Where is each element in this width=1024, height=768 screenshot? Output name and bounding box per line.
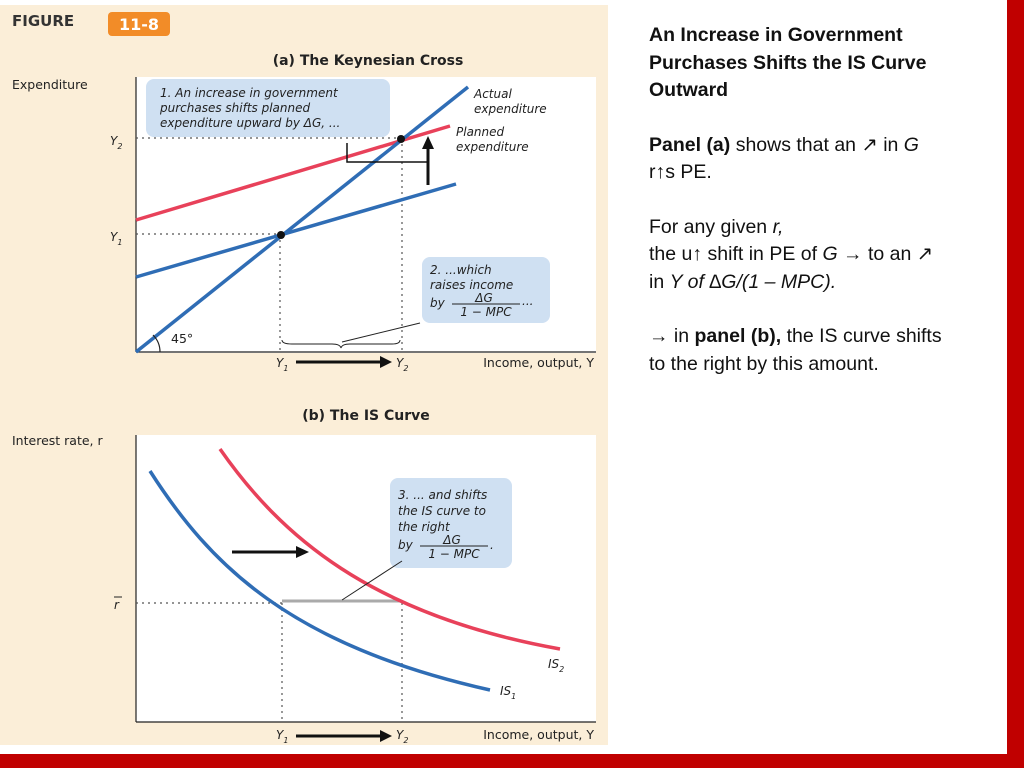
is2-label: IS2 xyxy=(548,657,564,674)
p1-rest: shows that an ↗ in xyxy=(730,133,904,156)
panel-a-x-tick-y2: Y2 xyxy=(396,356,408,373)
actual-label-line2: expenditure xyxy=(474,102,547,116)
equilibrium-point-2 xyxy=(397,135,405,143)
angle-arc xyxy=(152,334,161,353)
planned-label-line2: expenditure xyxy=(456,140,529,154)
paragraph-1: Panel (a) shows that an ↗ in G r↑s PE. xyxy=(649,132,999,187)
panel-a-x-axis-label: Income, output, Y xyxy=(483,355,594,370)
is2-curve xyxy=(218,447,561,651)
r-tick-label: r xyxy=(114,598,120,612)
angle-label: 45° xyxy=(171,331,193,346)
p2-line3b: Y of ∆G/(1 – MPC). xyxy=(669,270,837,293)
is1-curve xyxy=(148,470,491,692)
p2-line2b: → to an ↗ xyxy=(837,243,934,265)
actual-label-line1: Actual xyxy=(473,87,512,101)
y1-tick-label: Y1 xyxy=(110,230,122,247)
planned-label-line1: Planned xyxy=(456,125,505,139)
note-2-ellipsis: ... xyxy=(522,294,533,308)
note-2-denominator: 1 − MPC xyxy=(460,305,512,319)
note-3-denominator: 1 − MPC xyxy=(428,547,480,561)
note-3-line1: 3. ... and shifts xyxy=(398,488,487,502)
actual-expenditure-line xyxy=(134,85,470,354)
panel-a-x-tick-y1: Y1 xyxy=(276,356,288,373)
y2-tick-label: Y2 xyxy=(110,134,122,151)
p3-b: the IS curve shifts xyxy=(781,325,942,347)
planned-expenditure-old-line xyxy=(135,182,457,279)
p1-g: G xyxy=(903,133,919,156)
panel-b-x-tick-y2: Y2 xyxy=(396,728,408,745)
figure-number-badge xyxy=(108,12,170,36)
note-3-period: . xyxy=(490,538,494,552)
explanation-text: An Increase in Government Purchases Shif… xyxy=(649,22,999,378)
note-2-box xyxy=(422,257,550,323)
paragraph-2: For any given r, the u↑ shift in PE of G… xyxy=(649,214,999,297)
panel-b-title: (b) The IS Curve xyxy=(302,408,430,424)
slide-background: FIGURE 11-8 (a) The Keynesian Cross Expe… xyxy=(0,0,1007,754)
note-2-by: by xyxy=(430,296,446,310)
panel-a-title: (a) The Keynesian Cross xyxy=(273,53,464,69)
panel-a-ref: Panel (a) xyxy=(649,133,731,156)
is-shift-arrowhead xyxy=(296,546,309,558)
note-2-line2: raises income xyxy=(430,278,513,292)
panel-b-x-tick-y1: Y1 xyxy=(276,728,288,745)
income-change-brace xyxy=(281,339,401,349)
equilibrium-point-1 xyxy=(277,231,285,239)
note-1-line3: expenditure upward by ΔG, ... xyxy=(160,116,340,130)
figure-panel: FIGURE 11-8 (a) The Keynesian Cross Expe… xyxy=(0,5,608,745)
panel-b-x-axis-label: Income, output, Y xyxy=(483,727,594,742)
heading-line3: Outward xyxy=(649,79,729,101)
p3-a: → in xyxy=(649,325,695,347)
upward-shift-arrowhead xyxy=(422,136,434,149)
note-1-line1: 1. An increase in government xyxy=(160,86,339,100)
heading-line2: Purchases Shifts the IS Curve xyxy=(649,51,927,74)
note-3-line3: the right xyxy=(398,520,451,534)
figure-number: 11-8 xyxy=(119,15,159,34)
p1-line2: r↑s PE. xyxy=(649,161,712,183)
panel-b-ref: panel (b), xyxy=(694,325,782,347)
note-3-numerator: ΔG xyxy=(442,533,461,547)
p2-g: G xyxy=(822,243,838,265)
p2-r: r, xyxy=(772,215,784,238)
note-2-pointer xyxy=(341,322,421,343)
heading-line1: An Increase in Government xyxy=(649,24,903,46)
note-3-by: by xyxy=(398,538,414,552)
delta-g-bracket xyxy=(346,143,427,163)
note-1-line2: purchases shifts planned xyxy=(159,101,311,115)
p2-line3a: in xyxy=(649,270,670,293)
note-3-pointer xyxy=(341,560,403,601)
p2-line2a: the u↑ shift in PE of xyxy=(649,243,823,265)
p2-line1a: For any given xyxy=(649,215,773,238)
p3-line2: to the right by this amount. xyxy=(649,352,879,375)
paragraph-3: → in panel (b), the IS curve shifts to t… xyxy=(649,323,999,378)
panel-a-y-axis-label: Expenditure xyxy=(12,77,88,92)
is1-label: IS1 xyxy=(500,684,516,701)
figure-diagram: FIGURE 11-8 (a) The Keynesian Cross Expe… xyxy=(12,12,596,745)
panel-b-plot-area xyxy=(136,435,596,722)
note-3-line2: the IS curve to xyxy=(398,504,486,518)
note-2-line1: 2. ...which xyxy=(430,263,492,277)
panel-a-income-arrowhead xyxy=(380,356,392,368)
figure-label: FIGURE xyxy=(12,12,74,30)
note-1-box xyxy=(146,79,390,137)
panel-b-income-arrowhead xyxy=(380,730,392,742)
slide-heading: An Increase in Government Purchases Shif… xyxy=(649,22,999,105)
note-2-numerator: ΔG xyxy=(474,291,493,305)
panel-b-y-axis-label: Interest rate, r xyxy=(12,433,103,448)
